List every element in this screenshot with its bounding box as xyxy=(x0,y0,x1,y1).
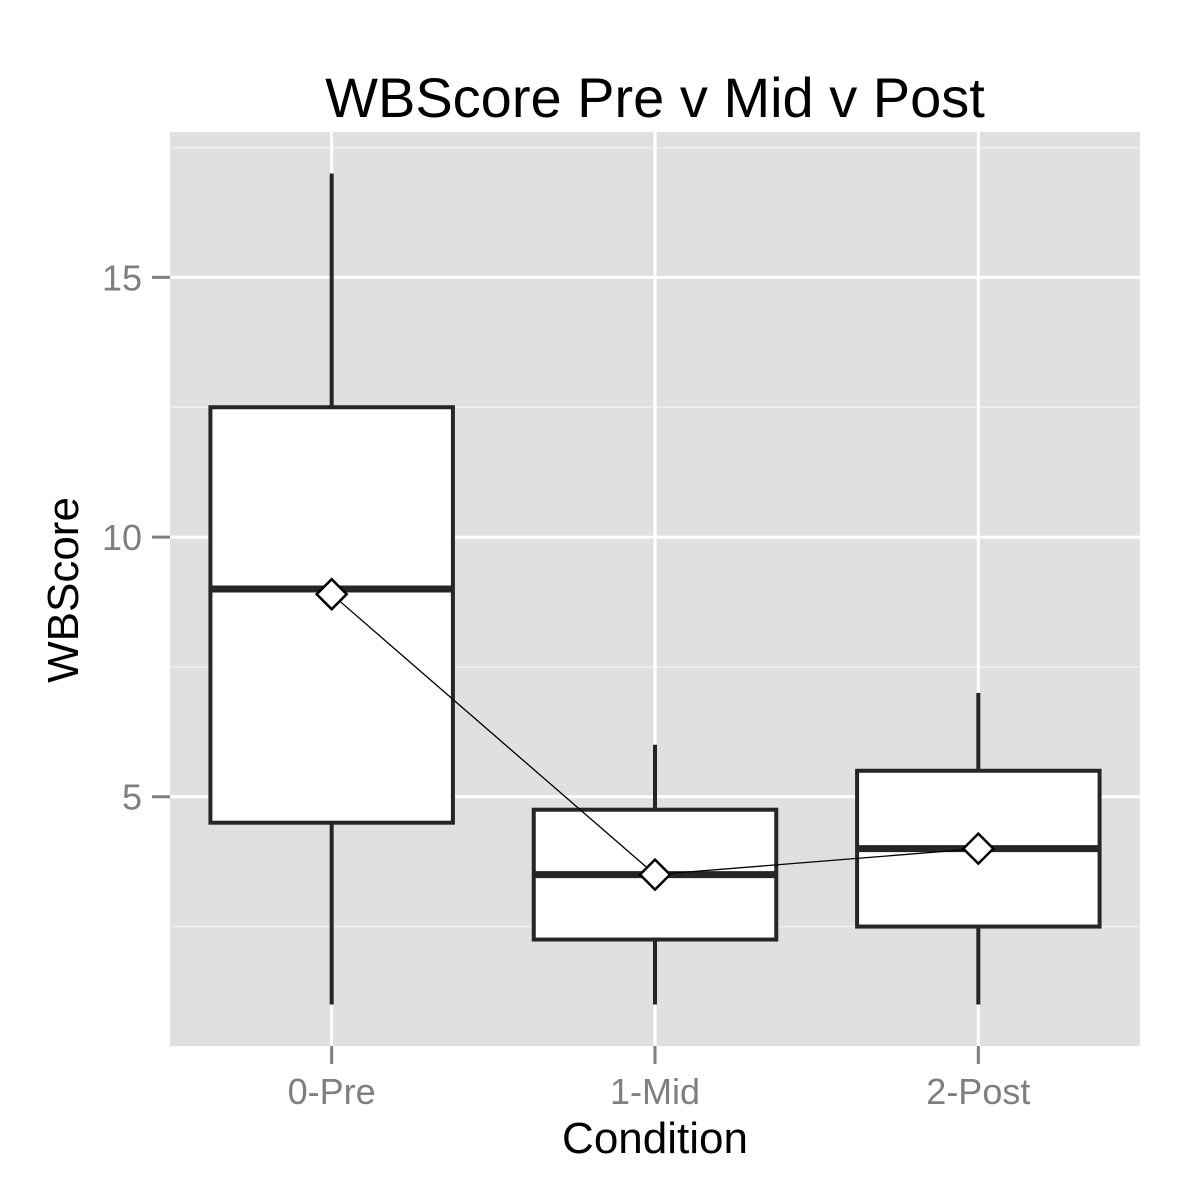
boxplot-0-Pre xyxy=(208,173,455,1005)
y-tick-label: 10 xyxy=(102,517,142,558)
x-tick-label: 2-Post xyxy=(926,1071,1030,1112)
x-tick-label: 0-Pre xyxy=(288,1071,376,1112)
mean-marker-1-Mid xyxy=(638,857,672,892)
mean-marker-2-Post xyxy=(961,831,996,866)
box xyxy=(208,405,455,825)
x-tick-label: 1-Mid xyxy=(610,1071,700,1112)
y-axis-title: WBScore xyxy=(39,497,88,683)
y-tick-label: 15 xyxy=(102,257,142,298)
x-axis-title: Condition xyxy=(562,1114,748,1163)
x-axis: 0-Pre 1-Mid 2-Post xyxy=(288,1046,1030,1112)
chart-title: WBScore Pre v Mid v Post xyxy=(325,66,985,129)
mean-marker-0-Pre xyxy=(314,577,349,611)
mean-markers xyxy=(314,577,996,892)
boxplots xyxy=(208,173,1102,1005)
y-axis: 5 10 15 xyxy=(102,257,170,818)
y-tick-label: 5 xyxy=(122,777,142,818)
